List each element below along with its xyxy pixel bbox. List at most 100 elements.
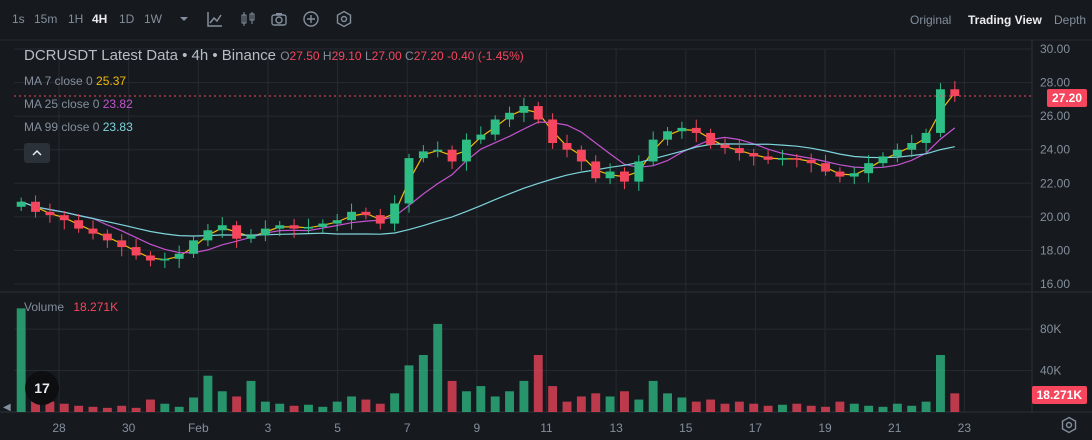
candle-body [361,211,371,216]
candle-body [706,132,716,145]
candle-body [734,148,744,154]
price-tick-label: 22.00 [1040,176,1070,190]
candle-body [404,158,414,204]
interval-1w[interactable]: 1W [144,12,162,26]
camera-icon[interactable] [270,10,288,28]
time-tick-label: 23 [958,421,972,435]
candle [289,219,299,238]
volume-bar [375,403,385,412]
volume-value: 18.271K [73,300,119,314]
tradingview-logo[interactable]: 17 [25,371,59,405]
candle [720,138,730,154]
candle-body [749,153,759,157]
interval-1d[interactable]: 1D [119,12,135,26]
chevron-down-icon[interactable] [175,10,193,28]
candle [318,219,328,233]
candle [778,149,787,166]
candle-body [88,228,98,234]
volume-bar [45,401,55,412]
candle [663,127,672,146]
volume-bar [146,399,155,412]
ma25-line [21,121,956,254]
candle-body [433,149,443,152]
candle-body [45,211,55,216]
candle-body [174,253,184,259]
symbol-title: DCRUSDT Latest Data • 4h • Binance [24,47,277,64]
candle-body [318,223,328,227]
candle-body [591,161,601,179]
candle-body [792,158,802,160]
volume-bar [232,396,242,412]
high-value: 29.10 [331,49,362,63]
volume-bar [936,355,945,412]
interval-4h[interactable]: 4H [92,12,108,26]
candle-body [907,143,917,150]
candle [533,101,543,124]
volume-bar [260,401,270,412]
volume-bar [778,404,787,412]
candle-body [31,201,40,212]
candle [232,221,242,248]
candle [275,221,285,237]
price-tick-label: 16.00 [1040,277,1070,291]
candle [189,236,198,258]
candle [16,197,26,211]
candle-body [648,139,658,162]
time-tick-label: Feb [188,421,209,435]
candle [907,134,917,158]
add-icon[interactable] [302,10,320,28]
candle [936,83,945,138]
candle-body [892,149,902,157]
interval-1s[interactable]: 1s [12,12,25,26]
candle [605,163,615,185]
volume-bar [663,393,672,412]
candle [878,152,888,168]
view-trading-view[interactable]: Trading View [968,13,1042,27]
price-tick-label: 20.00 [1040,210,1070,224]
candle-body [562,143,572,150]
candle-body [778,158,787,160]
collapse-legend-button[interactable] [24,143,50,163]
volume-bar [117,405,127,412]
open-value: 27.50 [289,49,320,63]
open-label: O [280,49,290,63]
candle-type-icon[interactable] [239,10,257,28]
candle [792,153,802,168]
candle-body [878,156,888,164]
view-depth[interactable]: Depth [1054,13,1087,27]
candle [404,153,414,213]
candle-body [203,230,213,241]
indicator-icon[interactable] [206,10,224,28]
candle-body [102,233,112,241]
candle [892,143,902,163]
candle-body [189,240,198,254]
candle-body [117,240,127,248]
candle-body [620,171,629,182]
candle-body [74,220,84,229]
volume-bar [734,401,744,412]
candle [749,148,759,166]
chart-settings-icon[interactable] [1060,416,1078,434]
candle-body [605,171,615,179]
candle-body [806,159,816,164]
interval-1h[interactable]: 1H [68,12,84,26]
scroll-left-icon[interactable]: ◀ [3,402,11,413]
candle [821,154,830,176]
ma7-label: MA 7 close 0 [24,74,93,88]
low-value: 27.00 [371,49,402,63]
ma25-label: MA 25 close 0 [24,97,100,111]
view-original[interactable]: Original [910,13,952,27]
volume-bar [519,380,529,412]
volume-bar [275,403,285,412]
interval-15m[interactable]: 15m [34,12,58,26]
settings-icon[interactable] [335,10,353,28]
candle [217,217,227,238]
volume-bar [878,406,888,412]
low-label: L [364,49,372,63]
volume-bar [217,391,227,412]
volume-bar [361,399,371,412]
candle-body [505,112,514,120]
volume-bar [792,403,802,412]
candle [88,220,98,240]
